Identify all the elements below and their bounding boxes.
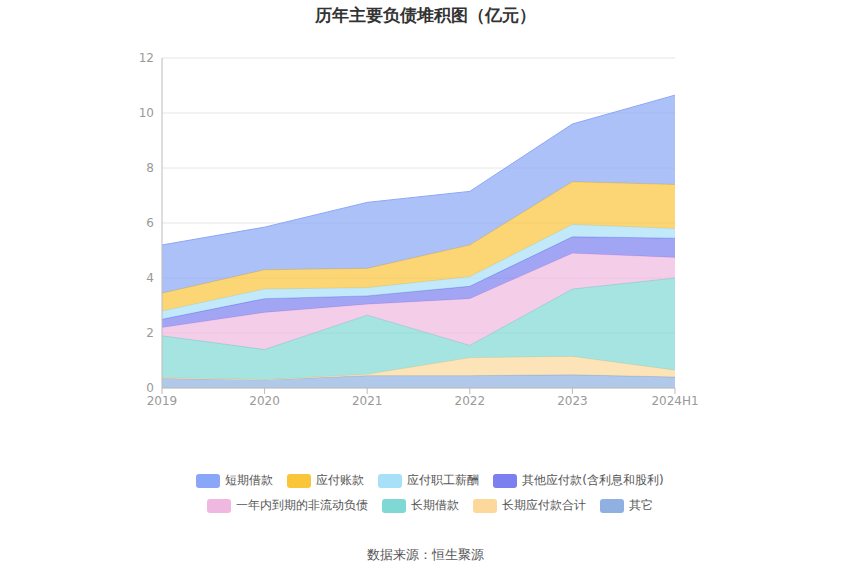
html-text:应付账款: 应付账款 — [316, 473, 365, 487]
svg-text:8: 8 — [146, 161, 154, 175]
svg-text:0: 0 — [146, 381, 154, 395]
html-text:应付职工薪酬: 应付职工薪酬 — [407, 473, 480, 487]
svg-text:2021: 2021 — [352, 394, 383, 408]
html-text:长期借款: 长期借款 — [411, 498, 459, 512]
html-text:历年主要负债堆积图（亿元）: 历年主要负债堆积图（亿元） — [314, 5, 536, 25]
svg-text:2023: 2023 — [557, 394, 588, 408]
svg-text:6: 6 — [146, 216, 154, 230]
svg-text:2024H1: 2024H1 — [651, 394, 698, 408]
svg-text:2020: 2020 — [249, 394, 280, 408]
html-text:短期借款: 短期借款 — [225, 473, 274, 487]
svg-text:4: 4 — [146, 271, 154, 285]
svg-text:10: 10 — [139, 106, 154, 120]
svg-text:2022: 2022 — [455, 394, 486, 408]
html-text:其它: 其它 — [629, 498, 653, 512]
html-text:长期应付款合计: 长期应付款合计 — [502, 498, 586, 512]
html-text:一年内到期的非流动负债: 一年内到期的非流动负债 — [236, 498, 368, 512]
html-text:其他应付款(含利息和股利): 其他应付款(含利息和股利) — [522, 473, 664, 487]
svg-text:2: 2 — [146, 326, 154, 340]
svg-text:12: 12 — [139, 51, 154, 65]
html-text:数据来源：恒生聚源: 数据来源：恒生聚源 — [366, 547, 484, 562]
svg-text:2019: 2019 — [147, 394, 178, 408]
